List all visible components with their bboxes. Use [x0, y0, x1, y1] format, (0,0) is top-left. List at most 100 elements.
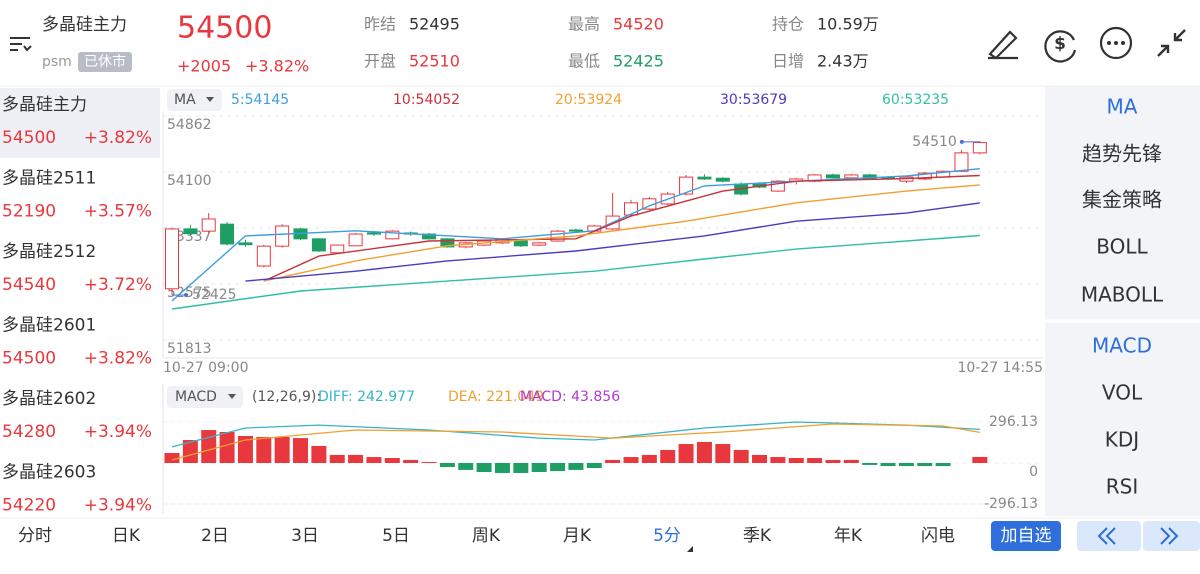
- candle-body: [568, 229, 583, 232]
- period-tab[interactable]: 5分: [653, 526, 681, 546]
- macd-params: (12,26,9):: [252, 389, 321, 405]
- macd-bar: [274, 436, 290, 463]
- period-tab[interactable]: 年K: [834, 526, 863, 546]
- contract-change-pct[interactable]: +3.94%: [84, 422, 152, 442]
- macd-bar: [403, 459, 419, 463]
- indicator-option[interactable]: MA: [1107, 95, 1138, 119]
- stat-value: 52495: [409, 15, 460, 34]
- period-tab[interactable]: 2日: [201, 526, 229, 546]
- macd-bar: [605, 459, 621, 463]
- add-watchlist-label[interactable]: 加自选: [1001, 526, 1052, 546]
- ma-selector[interactable]: [167, 89, 222, 111]
- contract-name[interactable]: 多晶硅2511: [2, 169, 96, 189]
- contract-change-pct[interactable]: +3.72%: [84, 275, 152, 295]
- contract-price[interactable]: 54540: [2, 275, 56, 295]
- tab-indicator: [687, 546, 693, 552]
- macd-bar: [311, 445, 327, 463]
- macd-bar: [752, 454, 768, 463]
- macd-bar: [348, 454, 364, 463]
- contract-price[interactable]: 54280: [2, 422, 56, 442]
- indicator-option[interactable]: KDJ: [1105, 428, 1139, 452]
- period-tab[interactable]: 3日: [291, 526, 319, 546]
- indicator-option[interactable]: 趋势先锋: [1082, 142, 1162, 166]
- contract-name[interactable]: 多晶硅2602: [2, 389, 96, 409]
- stat-label: 最高: [568, 15, 600, 34]
- side-menu-bg: [1045, 86, 1200, 516]
- macd-bar: [476, 463, 492, 472]
- y-tick-label: 0: [1029, 464, 1038, 480]
- macd-bar: [770, 457, 786, 463]
- contract-name[interactable]: 多晶硅2512: [2, 242, 96, 262]
- low-mark-label: 52425: [192, 287, 237, 303]
- macd-bar: [568, 463, 584, 470]
- macd-bar: [678, 444, 694, 463]
- stat-value: 52510: [409, 52, 460, 71]
- macd-bar: [788, 458, 804, 463]
- period-tab[interactable]: 季K: [743, 526, 772, 546]
- macd-selector[interactable]: [167, 386, 243, 408]
- macd-bar: [439, 463, 455, 468]
- contract-change-pct[interactable]: +3.82%: [84, 128, 152, 148]
- contract-code: psm: [42, 54, 72, 70]
- period-tab[interactable]: 月K: [563, 526, 592, 546]
- more-icon[interactable]: [1099, 26, 1133, 60]
- indicator-option[interactable]: RSI: [1106, 475, 1139, 499]
- candle-body: [220, 223, 235, 245]
- candle-body: [348, 233, 363, 247]
- macd-bar: [623, 457, 639, 463]
- indicator-option[interactable]: BOLL: [1096, 235, 1148, 259]
- indicator-option[interactable]: VOL: [1102, 381, 1143, 405]
- price-alert-icon[interactable]: $: [1044, 30, 1077, 63]
- contract-change-pct[interactable]: +3.57%: [84, 202, 152, 222]
- macd-bar: [201, 430, 217, 463]
- period-tab[interactable]: 分时: [18, 526, 52, 546]
- macd-bar: [550, 463, 566, 472]
- candle-body: [385, 230, 400, 240]
- period-tab[interactable]: 周K: [472, 526, 501, 546]
- candle-body: [844, 174, 859, 179]
- stat-label: 最低: [568, 52, 600, 71]
- indicator-name[interactable]: MA: [174, 92, 196, 108]
- candle-body: [366, 232, 381, 235]
- candle-body: [238, 242, 253, 246]
- macd-bar: [696, 441, 712, 463]
- y-tick-label: 54100: [167, 173, 212, 189]
- contract-change-pct[interactable]: +3.82%: [84, 349, 152, 369]
- contract-price[interactable]: 52190: [2, 202, 56, 222]
- filter-icon[interactable]: [10, 37, 32, 52]
- indicator-option[interactable]: MABOLL: [1081, 283, 1164, 307]
- add-watchlist-button[interactable]: [991, 521, 1061, 551]
- ma-line: [171, 234, 980, 310]
- indicator-name[interactable]: MACD: [175, 389, 217, 405]
- macd-bar: [384, 458, 400, 463]
- period-tab[interactable]: 闪电: [921, 526, 955, 546]
- y-tick-label: -296.13: [984, 496, 1038, 512]
- macd-bar: [164, 453, 180, 463]
- contract-price[interactable]: 54220: [2, 496, 56, 516]
- contract-price[interactable]: 54500: [2, 349, 56, 369]
- draw-icon[interactable]: [988, 30, 1018, 60]
- contract-price[interactable]: 54500: [2, 128, 56, 148]
- macd-bar: [293, 438, 309, 463]
- svg-text:$: $: [1054, 34, 1066, 54]
- dropdown-arrow: [228, 394, 236, 399]
- macd-bar: [366, 457, 382, 463]
- macd-bar: [182, 440, 198, 463]
- macd-bar: [733, 449, 749, 463]
- indicator-option[interactable]: 集金策略: [1082, 188, 1162, 212]
- prev-button[interactable]: [1077, 521, 1141, 551]
- contract-change-pct[interactable]: +3.94%: [84, 496, 152, 516]
- period-tab[interactable]: 5日: [382, 526, 410, 546]
- period-tab[interactable]: 日K: [112, 526, 141, 546]
- ma-line: [171, 168, 980, 302]
- contract-name[interactable]: 多晶硅2601: [2, 316, 96, 336]
- ma-legend: 30:53679: [720, 92, 787, 108]
- contract-name[interactable]: 多晶硅主力: [2, 95, 87, 115]
- macd-line: [171, 423, 980, 461]
- candle-body: [330, 244, 345, 254]
- indicator-option[interactable]: MACD: [1092, 334, 1152, 358]
- collapse-icon[interactable]: [1157, 29, 1186, 57]
- contract-name[interactable]: 多晶硅2603: [2, 463, 96, 483]
- next-button[interactable]: [1143, 521, 1200, 551]
